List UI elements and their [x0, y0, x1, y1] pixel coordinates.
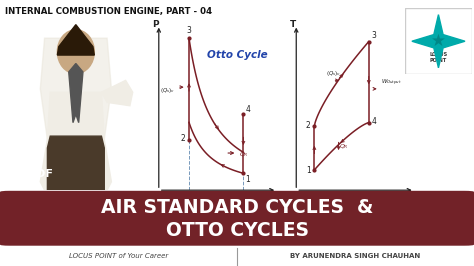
Polygon shape — [412, 15, 465, 68]
Text: P: P — [152, 20, 158, 29]
Polygon shape — [47, 136, 104, 190]
Text: AIR STANDARD CYCLES  &: AIR STANDARD CYCLES & — [101, 198, 373, 218]
Text: $W_{Output}$: $W_{Output}$ — [381, 77, 402, 88]
Text: V: V — [280, 192, 287, 201]
Text: BY ARUNENDRA SINGH CHAUHAN: BY ARUNENDRA SINGH CHAUHAN — [291, 253, 420, 259]
Text: S: S — [417, 192, 424, 201]
Text: LOCUS POINT of Your Career: LOCUS POINT of Your Career — [69, 253, 168, 259]
Text: $V_1=V_4$: $V_1=V_4$ — [233, 200, 254, 208]
Polygon shape — [57, 25, 94, 55]
Text: PDF: PDF — [28, 169, 53, 179]
Circle shape — [57, 30, 94, 74]
Polygon shape — [40, 38, 111, 190]
FancyBboxPatch shape — [0, 191, 474, 246]
Text: $Q_R$: $Q_R$ — [238, 151, 248, 159]
Text: $Q_R$: $Q_R$ — [338, 142, 348, 151]
Text: INTERNAL COMBUSTION ENGINE, PART - 04: INTERNAL COMBUSTION ENGINE, PART - 04 — [5, 7, 212, 16]
Text: 4: 4 — [371, 117, 376, 126]
Polygon shape — [101, 80, 133, 106]
Text: T: T — [290, 20, 296, 29]
Polygon shape — [69, 64, 83, 123]
Text: $V_2=V_3$: $V_2=V_3$ — [179, 200, 200, 208]
Text: 4: 4 — [246, 106, 251, 114]
Text: 3: 3 — [187, 26, 191, 35]
Text: 1: 1 — [306, 166, 310, 175]
Text: 3: 3 — [371, 31, 376, 40]
Text: 2: 2 — [306, 121, 310, 130]
Text: ★: ★ — [431, 32, 446, 50]
Text: OTTO CYCLES: OTTO CYCLES — [165, 221, 309, 240]
Text: $(Q_s)_v$: $(Q_s)_v$ — [160, 86, 175, 95]
Text: 2: 2 — [181, 134, 185, 143]
Text: LOCUS
POINT: LOCUS POINT — [429, 52, 447, 63]
Text: $(Q_s)_v$: $(Q_s)_v$ — [327, 69, 342, 78]
Text: Otto Cycle: Otto Cycle — [207, 51, 268, 60]
Text: 1: 1 — [245, 175, 250, 184]
Polygon shape — [40, 92, 111, 190]
